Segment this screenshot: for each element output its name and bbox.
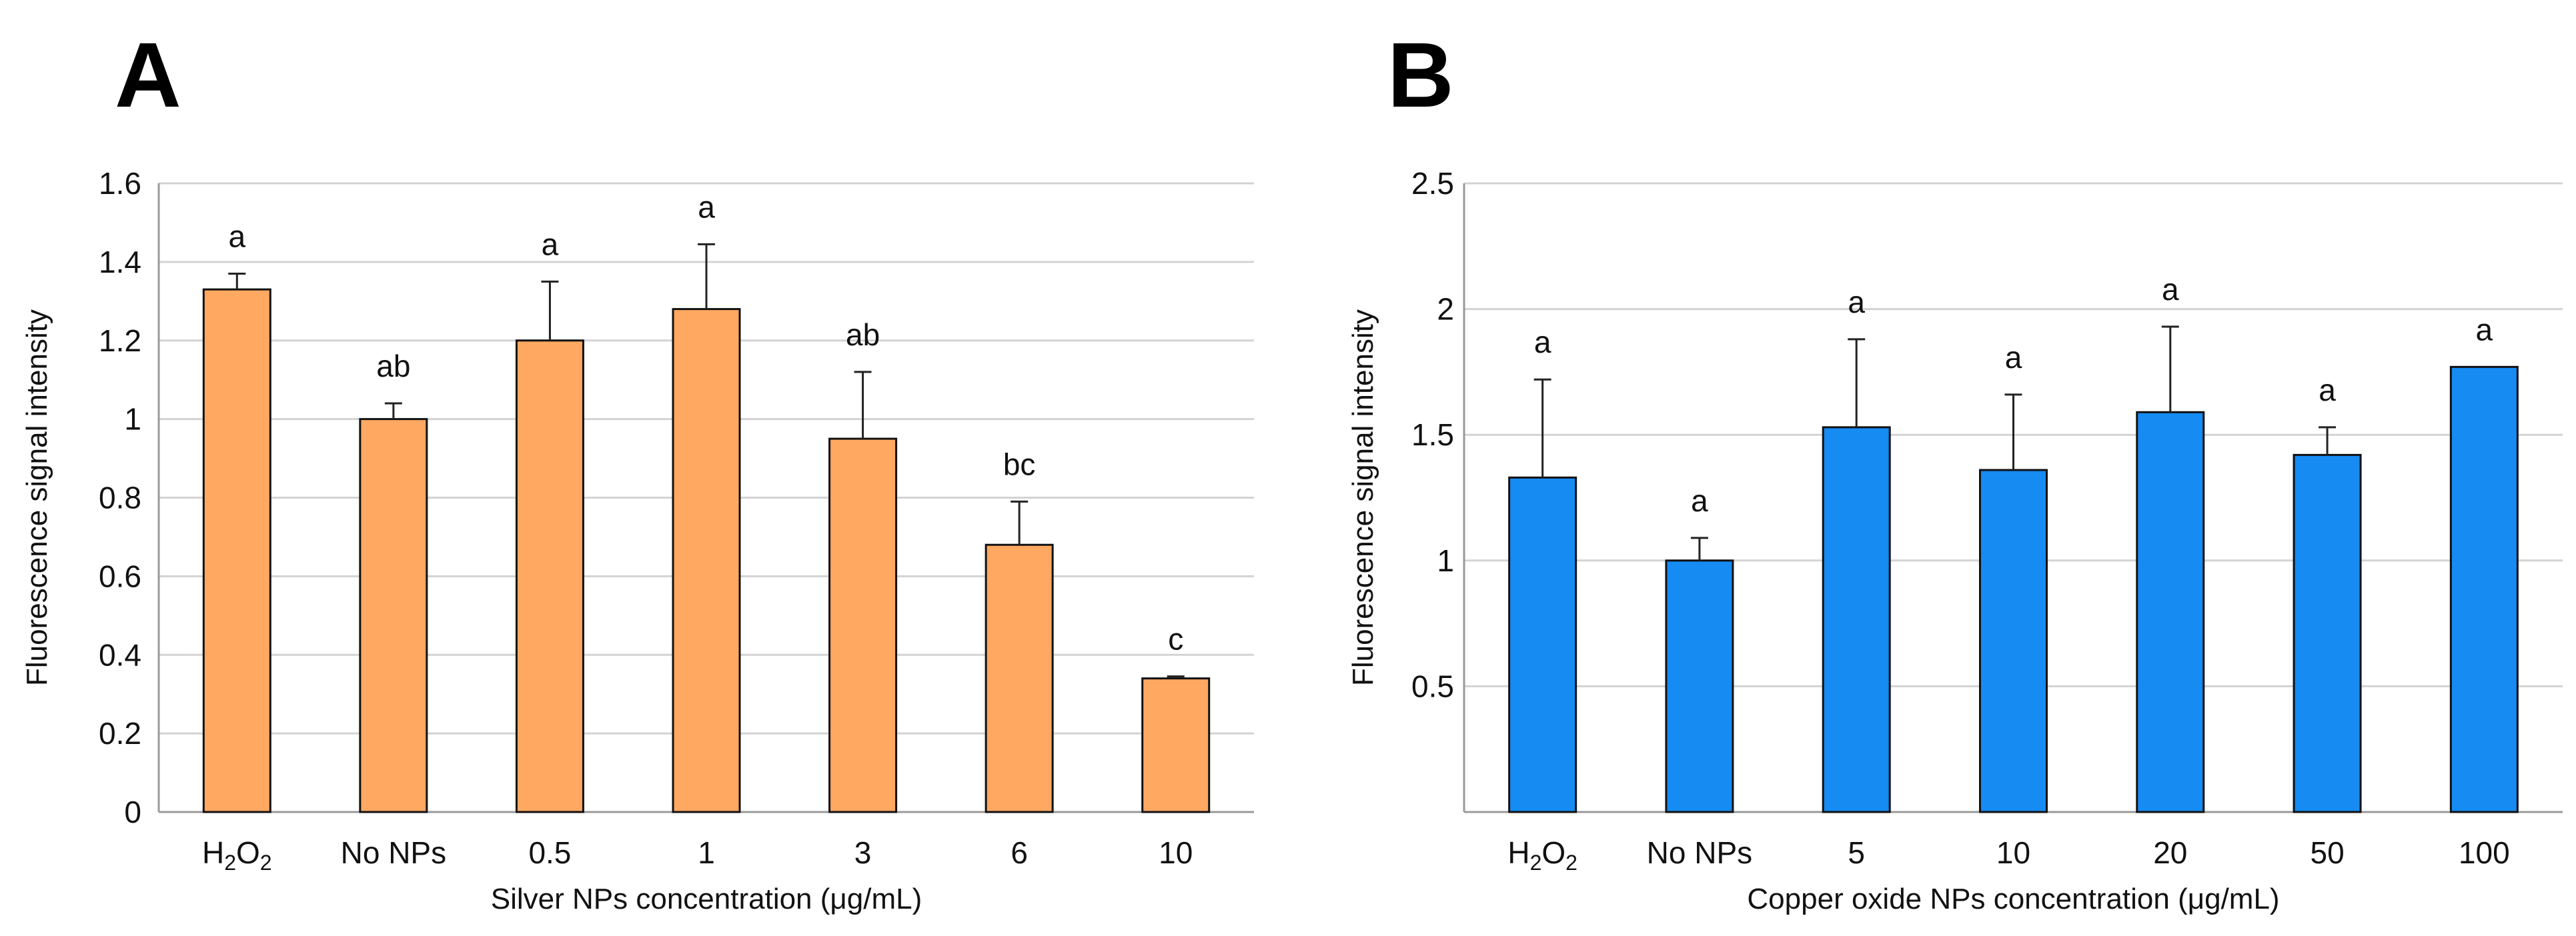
significance-letter: a — [2319, 373, 2336, 407]
y-tick-label: 1.5 — [1411, 417, 1454, 452]
significance-letter: a — [228, 219, 245, 254]
y-tick-label: 0.8 — [99, 481, 141, 515]
y-axis-title: Fluorescence signal intensity — [21, 309, 53, 686]
x-tick-label: 0.5 — [528, 835, 571, 870]
bar — [2449, 365, 2519, 813]
x-tick-label: H2O2 — [202, 835, 272, 875]
y-tick-label: 1 — [1437, 543, 1454, 578]
significance-letter: bc — [1003, 447, 1036, 481]
significance-letter: ab — [846, 317, 880, 352]
significance-letter: a — [2005, 340, 2022, 375]
bar — [2136, 411, 2205, 813]
x-tick-label: 20 — [2153, 835, 2187, 870]
panel-label-b: B — [1387, 24, 1454, 127]
bar — [1979, 469, 2048, 813]
x-tick-label: 3 — [854, 835, 872, 870]
significance-letter: a — [1691, 483, 1708, 518]
significance-letter: c — [1168, 622, 1183, 657]
significance-letter: a — [698, 189, 715, 224]
significance-letter: a — [2162, 272, 2179, 307]
x-tick-label: 1 — [698, 835, 715, 870]
significance-letter: a — [1848, 285, 1865, 319]
x-tick-label: 100 — [2459, 835, 2510, 870]
x-tick-label: 10 — [1996, 835, 2030, 870]
significance-letter: a — [1534, 325, 1551, 359]
x-tick-label: 6 — [1011, 835, 1028, 870]
bar — [515, 339, 584, 813]
bar — [1508, 476, 1577, 813]
y-tick-label: 1 — [124, 402, 141, 437]
bar — [672, 308, 741, 813]
y-axis-title: Fluorescence signal intensity — [1347, 309, 1379, 686]
bar — [202, 288, 271, 813]
y-tick-label: 0.6 — [99, 559, 141, 593]
x-axis-title: Silver NPs concentration (μg/mL) — [491, 883, 922, 915]
y-tick-label: 0.2 — [99, 716, 141, 751]
x-tick-label: No NPs — [341, 835, 446, 870]
bar — [359, 418, 428, 813]
x-axis-title: Copper oxide NPs concentration (μg/mL) — [1747, 883, 2279, 915]
bar — [1665, 559, 1734, 813]
x-tick-label: 50 — [2310, 835, 2344, 870]
y-tick-label: 1.4 — [99, 245, 141, 279]
panel-label-a: A — [115, 24, 181, 127]
y-tick-label: 2 — [1437, 292, 1454, 327]
y-tick-label: 2.5 — [1411, 166, 1454, 201]
x-tick-label: No NPs — [1647, 835, 1752, 870]
bar — [1822, 426, 1891, 813]
bar — [828, 437, 898, 813]
panel-b-chart: 0.5 1 1.5 2 2.5 a H2O2 a No NPs a 5 a 10 a 20 a 50 a 100 Co… — [1347, 166, 2563, 915]
x-tick-label: H2O2 — [1507, 835, 1577, 875]
x-tick-label: 10 — [1159, 835, 1193, 870]
significance-letter: a — [542, 227, 559, 261]
bar — [1141, 677, 1211, 813]
y-tick-label: 0 — [124, 795, 141, 829]
bar — [2293, 453, 2362, 813]
panel-a-chart: 0 0.2 0.4 0.6 0.8 1 1.2 1.4 1.6 a H2O2 ab No NPs a 0.5… — [21, 166, 1254, 915]
y-tick-label: 1.2 — [99, 323, 141, 358]
x-tick-label: 5 — [1848, 835, 1865, 870]
significance-letter: ab — [376, 349, 410, 383]
y-tick-label: 1.6 — [99, 166, 141, 201]
significance-letter: a — [2476, 312, 2493, 347]
y-tick-label: 0.4 — [99, 637, 141, 672]
y-tick-label: 0.5 — [1411, 669, 1454, 703]
bar — [985, 543, 1054, 813]
